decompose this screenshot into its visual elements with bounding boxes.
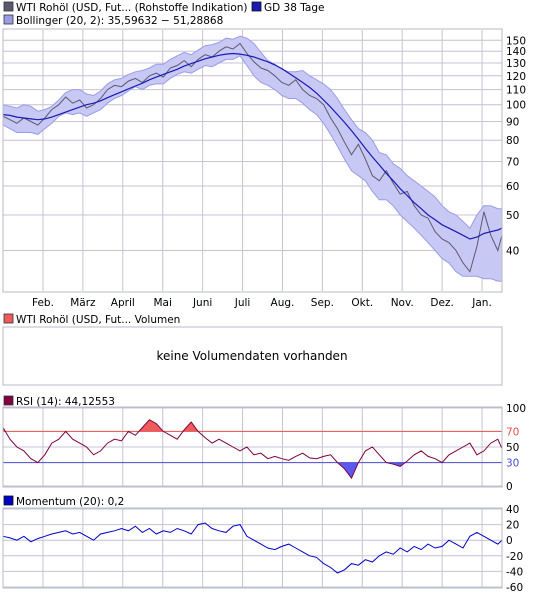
momentum-series-line	[2, 522, 503, 574]
price-series-line	[2, 42, 503, 273]
ma-legend-label: GD 38 Tage	[264, 2, 325, 14]
ma-series-line	[2, 52, 503, 240]
bollinger-band-fill	[3, 36, 502, 282]
rsi-oversold-fill	[337, 462, 406, 479]
volume-legend-swatch	[3, 313, 14, 324]
bollinger-legend-swatch	[3, 14, 14, 25]
momentum-legend-swatch	[3, 495, 14, 506]
price-y-tick-label: 140	[506, 46, 526, 58]
price-y-tick-label: 50	[506, 210, 519, 222]
price-x-tick-label: Dez.	[430, 297, 453, 309]
price-legend-label: WTI Rohöl (USD, Fut... (Rohstoffe Indika…	[16, 2, 248, 14]
rsi-y-axis: 0 30 50 70 100	[506, 403, 526, 493]
rsi-panel: RSI (14): 44,12553 0 30 50 70 100	[2, 395, 526, 493]
rsi-grid	[3, 407, 502, 487]
price-x-tick-label: Okt.	[351, 297, 373, 309]
momentum-y-axis: -60 -40 -20 0 20 40	[506, 504, 523, 594]
price-y-tick-label: 120	[506, 71, 526, 83]
momentum-panel: Momentum (20): 0,2 -60 -40 -20 0 20 40	[2, 495, 523, 594]
ma-legend-swatch	[251, 1, 262, 12]
price-x-tick-label: Aug.	[271, 297, 295, 309]
volume-empty-message: keine Volumendaten vorhanden	[156, 349, 347, 363]
rsi-overbought-fill	[3, 419, 199, 432]
momentum-y-tick-label: -20	[506, 551, 523, 563]
rsi-y-tick-label: 0	[506, 481, 513, 493]
rsi-y-tick-label: 100	[506, 403, 526, 415]
price-x-tick-label: Juni	[192, 297, 212, 309]
rsi-legend-swatch	[3, 395, 14, 406]
rsi-y-tick-label: 30	[506, 458, 519, 470]
rsi-series-line	[2, 419, 503, 480]
price-panel-frame	[2, 28, 503, 293]
price-x-axis: Feb. März April Mai Juni Juli Aug. Sep. Okt. Nov.…	[32, 297, 492, 309]
momentum-grid	[3, 508, 502, 588]
rsi-panel-frame	[2, 406, 503, 488]
price-y-tick-label: 80	[506, 135, 519, 147]
price-y-tick-label: 90	[506, 117, 519, 129]
momentum-panel-frame	[2, 507, 503, 589]
price-y-tick-label: 110	[506, 85, 526, 97]
price-y-tick-label: 40	[506, 245, 519, 257]
bollinger-upper-line	[2, 35, 502, 230]
price-y-tick-label: 130	[506, 58, 526, 70]
momentum-y-tick-label: -60	[506, 582, 523, 594]
momentum-y-tick-label: 40	[506, 504, 519, 516]
price-y-tick-label: 150	[506, 35, 526, 47]
price-legend: WTI Rohöl (USD, Fut... (Rohstoffe Indika…	[3, 1, 325, 27]
price-x-tick-label: Sep.	[311, 297, 334, 309]
price-x-tick-label: Nov.	[391, 297, 414, 309]
price-x-tick-label: Mai	[153, 297, 171, 309]
price-x-tick-label: März	[70, 297, 96, 309]
rsi-legend-label: RSI (14): 44,12553	[16, 396, 115, 408]
rsi-y-tick-label: 50	[506, 442, 519, 454]
momentum-legend-label: Momentum (20): 0,2	[16, 496, 124, 508]
momentum-y-tick-label: 0	[506, 535, 513, 547]
volume-panel-frame	[2, 326, 503, 386]
price-y-tick-label: 60	[506, 181, 519, 193]
price-legend-swatch	[3, 1, 14, 12]
volume-legend-label: WTI Rohöl (USD, Fut... Volumen	[16, 314, 180, 326]
rsi-y-tick-label: 70	[506, 426, 519, 438]
bollinger-lower-line	[2, 55, 502, 282]
price-x-tick-label: April	[111, 297, 135, 309]
price-y-tick-label: 70	[506, 156, 519, 168]
price-x-tick-label: Feb.	[32, 297, 54, 309]
momentum-y-tick-label: -40	[506, 566, 523, 578]
price-x-tick-label: Jan.	[471, 297, 492, 309]
price-x-tick-label: Juli	[234, 297, 251, 309]
price-y-tick-label: 100	[506, 100, 526, 112]
momentum-y-tick-label: 20	[506, 520, 519, 532]
volume-panel: WTI Rohöl (USD, Fut... Volumen keine Vol…	[2, 313, 503, 386]
bollinger-legend-label: Bollinger (20, 2): 35,59632 − 51,28868	[16, 15, 223, 27]
